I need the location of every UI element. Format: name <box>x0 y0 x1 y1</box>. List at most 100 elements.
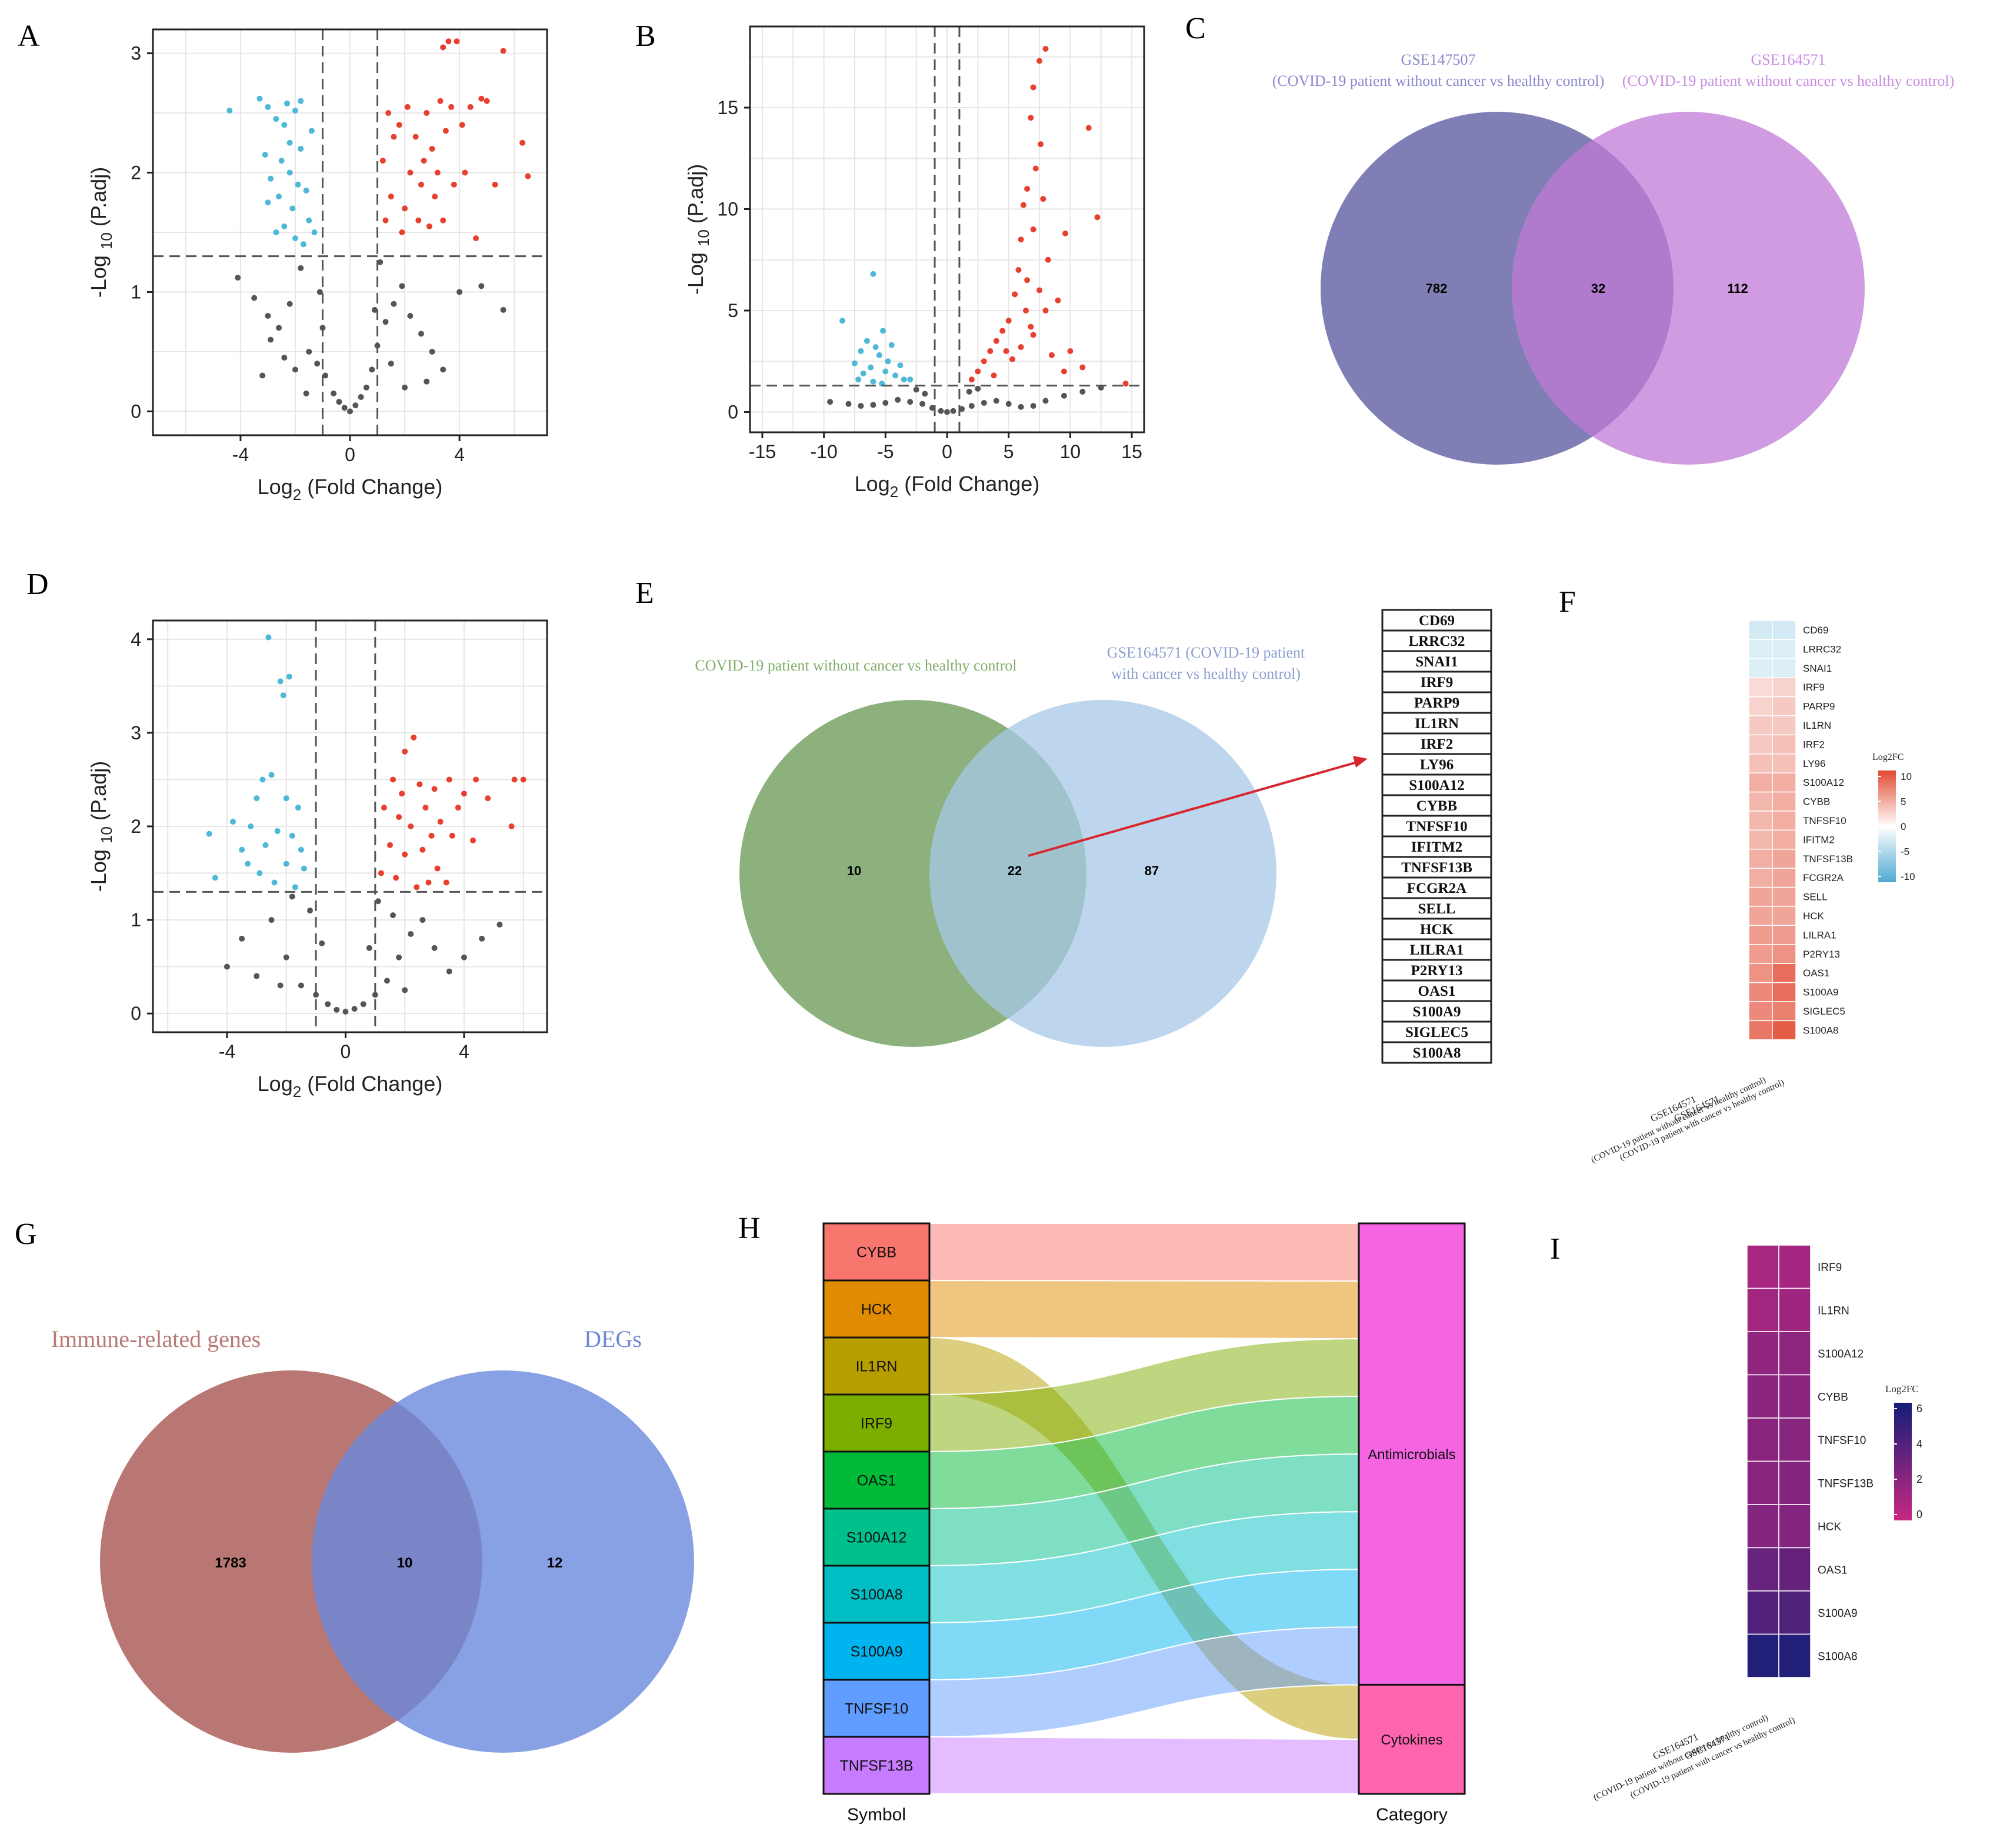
point-not-significant <box>408 930 414 937</box>
x-tick-label: 15 <box>1121 441 1142 462</box>
sankey-node-label: S100A8 <box>851 1587 903 1603</box>
heatmap-i-cell <box>1778 1460 1811 1505</box>
point-not-significant <box>351 1006 358 1012</box>
point-down <box>245 860 251 867</box>
point-not-significant <box>1030 403 1036 409</box>
gene-list-item: LY96 <box>1420 757 1454 773</box>
point-not-significant <box>882 399 889 406</box>
y-axis-label: -Log 10 (P.adj) <box>684 164 712 295</box>
point-up <box>434 865 441 872</box>
sankey-node-label: IRF9 <box>861 1416 892 1432</box>
point-down <box>311 229 318 235</box>
point-not-significant <box>277 982 284 989</box>
point-up <box>519 139 526 146</box>
point-up <box>1085 125 1092 131</box>
venn-e-right-title-2: with cancer vs healthy control) <box>1111 665 1301 682</box>
heatmap-f-row-label: CD69 <box>1803 625 1828 636</box>
point-up <box>461 790 467 797</box>
heatmap-f-row-label: P2RY13 <box>1803 949 1840 960</box>
point-up <box>449 832 455 839</box>
heatmap-i-row-label: S100A12 <box>1818 1348 1864 1360</box>
y-tick-label: 5 <box>728 300 738 321</box>
point-up <box>1009 356 1015 362</box>
point-up <box>467 104 474 110</box>
sankey-category-cytokines <box>1358 1683 1466 1795</box>
point-not-significant <box>500 306 506 313</box>
heatmap-f-cell <box>1748 944 1773 964</box>
point-up <box>1045 256 1051 263</box>
heatmap-f-cell <box>1748 772 1773 793</box>
point-up <box>402 205 408 212</box>
sankey-flow-cybb <box>929 1222 1359 1282</box>
heatmap-f-row-label: FCGR2A <box>1803 872 1844 883</box>
point-not-significant <box>922 391 928 397</box>
heatmap-f-cell <box>1772 886 1796 907</box>
point-down <box>265 634 272 641</box>
heatmap-f-row-label: S100A9 <box>1803 987 1839 998</box>
point-up <box>448 104 455 110</box>
heatmap-i-cell <box>1746 1374 1779 1419</box>
gene-list-item: PARP9 <box>1414 695 1459 711</box>
point-up <box>1036 287 1043 293</box>
gene-list-item: TNFSF10 <box>1406 819 1467 835</box>
point-not-significant <box>322 372 329 379</box>
point-not-significant <box>372 992 378 998</box>
point-up <box>1018 344 1024 351</box>
x-tick-label: 4 <box>459 1041 469 1062</box>
point-not-significant <box>235 275 241 281</box>
heatmap-f-row-label: TNFSF13B <box>1803 853 1853 865</box>
point-down <box>839 318 846 324</box>
heatmap-f-row-label: IFITM2 <box>1803 834 1835 845</box>
heatmap-f-cell <box>1748 906 1773 926</box>
venn-c-right-count: 112 <box>1727 281 1748 296</box>
point-not-significant <box>303 390 309 396</box>
sankey-node-il1rn <box>822 1336 931 1396</box>
point-not-significant <box>929 405 935 411</box>
gene-list-item: CD69 <box>1419 613 1455 629</box>
point-not-significant <box>371 306 378 313</box>
point-not-significant <box>342 1009 349 1015</box>
heatmap-f-cell <box>1748 829 1773 850</box>
point-up <box>428 832 435 839</box>
point-up <box>396 814 402 820</box>
point-down <box>281 223 288 229</box>
sankey-node-hck <box>822 1279 931 1339</box>
venn-g-left-title: Immune-related genes <box>51 1326 261 1352</box>
point-up <box>500 48 506 54</box>
point-down <box>268 175 274 182</box>
point-not-significant <box>298 982 304 989</box>
point-not-significant <box>478 283 485 289</box>
point-up <box>1032 165 1039 172</box>
heatmap-i-cell <box>1746 1633 1779 1678</box>
venn-g-overlap-count: 10 <box>397 1555 413 1571</box>
heatmap-i-cell <box>1746 1590 1779 1635</box>
heatmap-f-cell <box>1748 753 1773 773</box>
heatmap-i-row-label: TNFSF13B <box>1818 1477 1874 1490</box>
point-up <box>440 217 446 224</box>
point-up <box>1030 226 1036 232</box>
heatmap-f-legend-tick: -10 <box>1901 871 1915 882</box>
heatmap-f-cell <box>1772 925 1796 945</box>
point-not-significant <box>959 406 965 412</box>
point-not-significant <box>845 401 852 407</box>
panel-label-i: I <box>1550 1232 1560 1266</box>
heatmap-i-cell <box>1746 1547 1779 1592</box>
point-up <box>429 145 435 152</box>
point-up <box>1005 318 1012 324</box>
heatmap-f-cell <box>1772 868 1796 888</box>
point-not-significant <box>224 963 230 970</box>
point-not-significant <box>396 954 402 960</box>
gene-list-item: HCK <box>1420 922 1454 938</box>
gene-list-cell <box>1381 979 1492 1002</box>
y-tick-label: 3 <box>131 43 141 64</box>
gene-list-cell <box>1381 938 1492 961</box>
point-not-significant <box>461 954 467 960</box>
point-not-significant <box>283 954 289 960</box>
gene-list-cell <box>1381 918 1492 940</box>
sankey-flow-tnfsf13b <box>929 1736 1359 1795</box>
heatmap-f-cell <box>1748 810 1773 831</box>
x-axis-label-sub: 2 <box>890 483 898 501</box>
heatmap-i-cell <box>1778 1331 1811 1376</box>
venn-g-right-count: 12 <box>547 1555 563 1571</box>
gene-list-item: OAS1 <box>1418 983 1456 999</box>
